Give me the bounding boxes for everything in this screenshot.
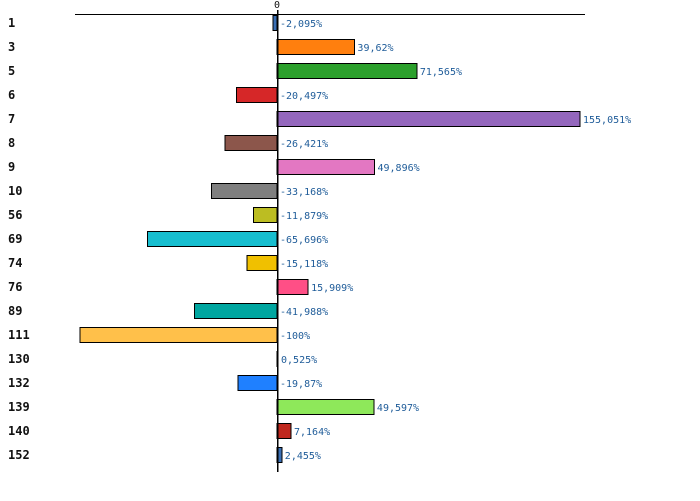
category-label: 9 [8, 160, 15, 174]
value-label: 2,455% [285, 451, 321, 462]
category-label: 130 [8, 352, 30, 366]
category-label: 139 [8, 400, 30, 414]
bar-7 [276, 111, 581, 127]
category-label: 56 [8, 208, 22, 222]
bar-9 [276, 159, 376, 175]
bar-132 [237, 375, 278, 391]
value-label: -26,421% [280, 139, 328, 150]
bar-8 [224, 135, 278, 151]
value-label: -2,095% [280, 19, 322, 30]
category-label: 76 [8, 280, 22, 294]
category-label: 140 [8, 424, 30, 438]
bar-76 [276, 279, 309, 295]
category-label: 152 [8, 448, 30, 462]
value-label: 0,525% [281, 355, 317, 366]
value-label: -19,87% [280, 379, 322, 390]
category-label: 5 [8, 64, 15, 78]
category-label: 3 [8, 40, 15, 54]
value-label: 155,051% [583, 115, 631, 126]
bar-6 [236, 87, 278, 103]
x-tick-label: 0 [274, 0, 280, 11]
bar-1 [272, 15, 278, 31]
value-label: -11,879% [280, 211, 328, 222]
bar-74 [246, 255, 278, 271]
value-label: -33,168% [280, 187, 328, 198]
bar-10 [211, 183, 278, 199]
category-label: 74 [8, 256, 22, 270]
value-label: 71,565% [420, 67, 462, 78]
bar-5 [276, 63, 418, 79]
category-label: 89 [8, 304, 22, 318]
category-label: 69 [8, 232, 22, 246]
value-label: -65,696% [280, 235, 328, 246]
bar-139 [276, 399, 375, 415]
value-label: -20,497% [280, 91, 328, 102]
bar-3 [276, 39, 355, 55]
category-label: 1 [8, 16, 15, 30]
value-label: 49,896% [378, 163, 420, 174]
category-label: 111 [8, 328, 30, 342]
bar-69 [147, 231, 278, 247]
value-label: -41,988% [280, 307, 328, 318]
bar-56 [253, 207, 278, 223]
value-label: 49,597% [377, 403, 419, 414]
category-label: 7 [8, 112, 15, 126]
bar-140 [276, 423, 292, 439]
value-label: -15,118% [280, 259, 328, 270]
category-label: 10 [8, 184, 22, 198]
category-label: 8 [8, 136, 15, 150]
value-label: 39,62% [357, 43, 393, 54]
bar-89 [193, 303, 278, 319]
bar-111 [79, 327, 278, 343]
category-label: 6 [8, 88, 15, 102]
value-label: 15,909% [311, 283, 353, 294]
category-label: 132 [8, 376, 30, 390]
value-label: -100% [280, 331, 310, 342]
value-label: 7,164% [294, 427, 330, 438]
